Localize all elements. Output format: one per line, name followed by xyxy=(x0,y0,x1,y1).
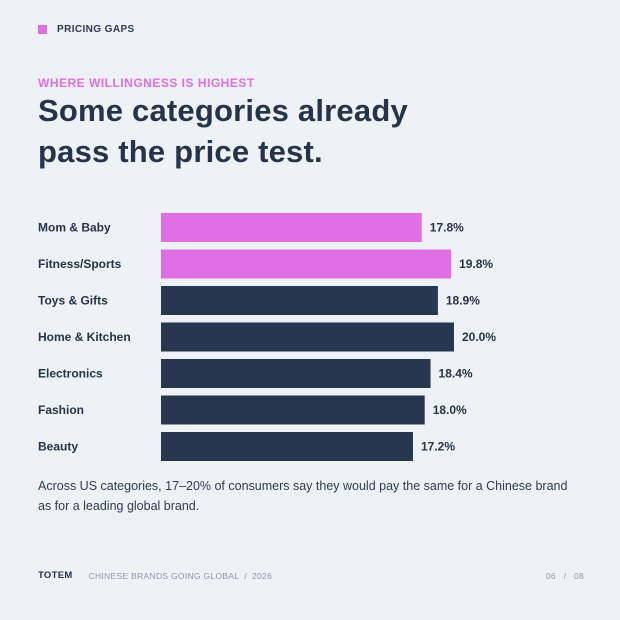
bar xyxy=(161,432,413,461)
category-label: Toys & Gifts xyxy=(38,294,108,308)
section-tag: PRICING GAPS xyxy=(38,24,135,35)
footer-series: CHINESE BRANDS GOING GLOBAL xyxy=(88,570,240,581)
footer-year: 2026 xyxy=(252,570,273,581)
bar xyxy=(161,322,454,352)
page-indicator: 06 / 08 xyxy=(546,571,584,581)
bar xyxy=(161,359,431,388)
footer: TOTEM CHINESE BRANDS GOING GLOBAL / 2026… xyxy=(38,570,584,581)
value-label: 18.0% xyxy=(433,403,467,417)
category-label: Home & Kitchen xyxy=(38,330,131,344)
bar xyxy=(161,286,438,315)
bar xyxy=(161,213,422,242)
footer-separator: / xyxy=(244,570,247,581)
category-label: Fitness/Sports xyxy=(38,257,122,271)
category-label: Mom & Baby xyxy=(38,221,111,235)
category-label: Beauty xyxy=(38,440,78,454)
page-title-line-2: pass the price test. xyxy=(38,134,323,169)
footer-brand: TOTEM xyxy=(38,570,73,581)
eyebrow-label: WHERE WILLINGNESS IS HIGHEST xyxy=(38,76,255,90)
value-label: 19.8% xyxy=(459,257,493,271)
bar xyxy=(161,395,425,425)
value-label: 18.9% xyxy=(446,294,480,308)
value-label: 17.8% xyxy=(430,221,464,235)
chart-caption: Across US categories, 17–20% of consumer… xyxy=(38,479,568,513)
page-title: Some categories already pass the price t… xyxy=(38,90,598,172)
section-tag-label: PRICING GAPS xyxy=(57,24,135,35)
value-label: 17.2% xyxy=(421,440,455,454)
page-current: 06 xyxy=(545,570,556,581)
bar-chart: Mom & Baby 17.8% Fitness/Sports 19.8% Toys &… xyxy=(38,213,496,461)
bar xyxy=(161,249,452,279)
tag-square-icon xyxy=(38,25,47,34)
page-title-line-1: Some categories already xyxy=(38,93,408,128)
value-label: 20.0% xyxy=(462,330,496,344)
value-label: 18.4% xyxy=(439,367,473,381)
category-label: Electronics xyxy=(38,367,103,381)
category-label: Fashion xyxy=(38,403,84,417)
page-separator: / xyxy=(563,570,567,581)
page-total: 08 xyxy=(573,570,584,581)
